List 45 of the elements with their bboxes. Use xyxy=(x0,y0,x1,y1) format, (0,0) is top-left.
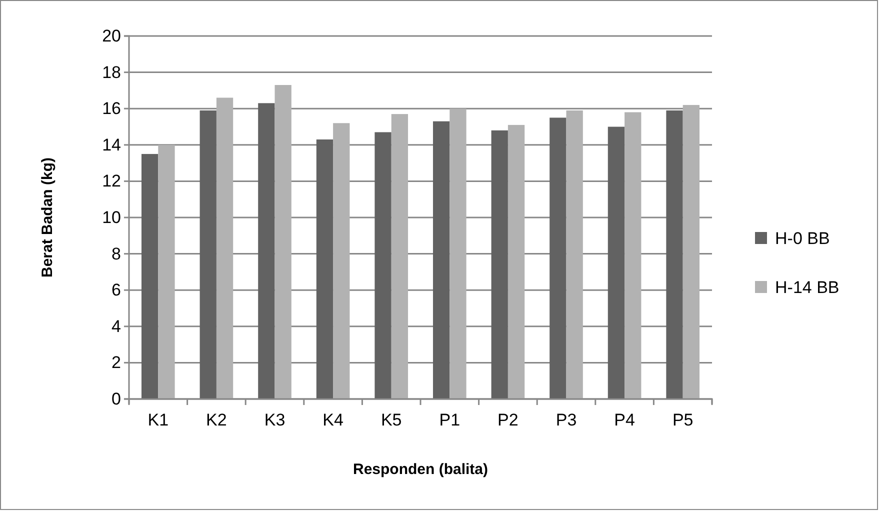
x-tick-label: K5 xyxy=(380,410,402,430)
bar xyxy=(550,118,566,399)
bar xyxy=(432,121,450,399)
y-tick-label: 0 xyxy=(112,389,121,408)
y-tick-label: 12 xyxy=(102,172,121,191)
y-tick-label: 2 xyxy=(112,353,121,372)
y-tick-label: 6 xyxy=(112,280,121,300)
x-tick-label: P3 xyxy=(556,410,577,430)
legend-label: H-0 BB xyxy=(775,228,830,248)
bar xyxy=(316,139,334,399)
x-tick-label: K1 xyxy=(148,410,169,430)
x-tick-label: P1 xyxy=(439,410,460,430)
bar xyxy=(508,124,525,399)
bar xyxy=(491,130,508,399)
x-tick-label: K3 xyxy=(264,410,286,430)
bar xyxy=(333,123,350,399)
y-tick-label: 20 xyxy=(102,26,121,46)
x-tick-label: P4 xyxy=(614,410,635,430)
x-tick-label: K2 xyxy=(206,410,227,430)
bar xyxy=(682,104,700,399)
y-tick-label: 18 xyxy=(102,62,121,82)
legend-label: H-14 BB xyxy=(775,278,840,297)
bar xyxy=(258,103,275,399)
bar xyxy=(624,112,642,399)
bar xyxy=(141,154,158,399)
y-tick-label: 10 xyxy=(102,208,121,227)
bar xyxy=(391,114,408,399)
bar xyxy=(666,110,683,399)
y-tick-label: 4 xyxy=(112,316,121,336)
bar xyxy=(274,85,292,399)
bar xyxy=(608,126,625,399)
y-axis-title: Berat Badan (kg) xyxy=(39,157,56,278)
bar xyxy=(158,144,175,399)
x-tick-label: P2 xyxy=(498,410,518,430)
y-tick-label: 16 xyxy=(102,99,121,118)
bar xyxy=(450,108,466,399)
y-tick-label: 8 xyxy=(112,244,121,264)
bar xyxy=(216,98,234,399)
bar xyxy=(374,132,392,399)
bar xyxy=(200,110,216,399)
bar xyxy=(566,110,583,399)
x-tick-label: P5 xyxy=(672,410,694,430)
x-axis-title: Responden (balita) xyxy=(352,461,488,478)
x-tick-label: K4 xyxy=(322,410,344,430)
y-tick-label: 14 xyxy=(102,135,121,154)
